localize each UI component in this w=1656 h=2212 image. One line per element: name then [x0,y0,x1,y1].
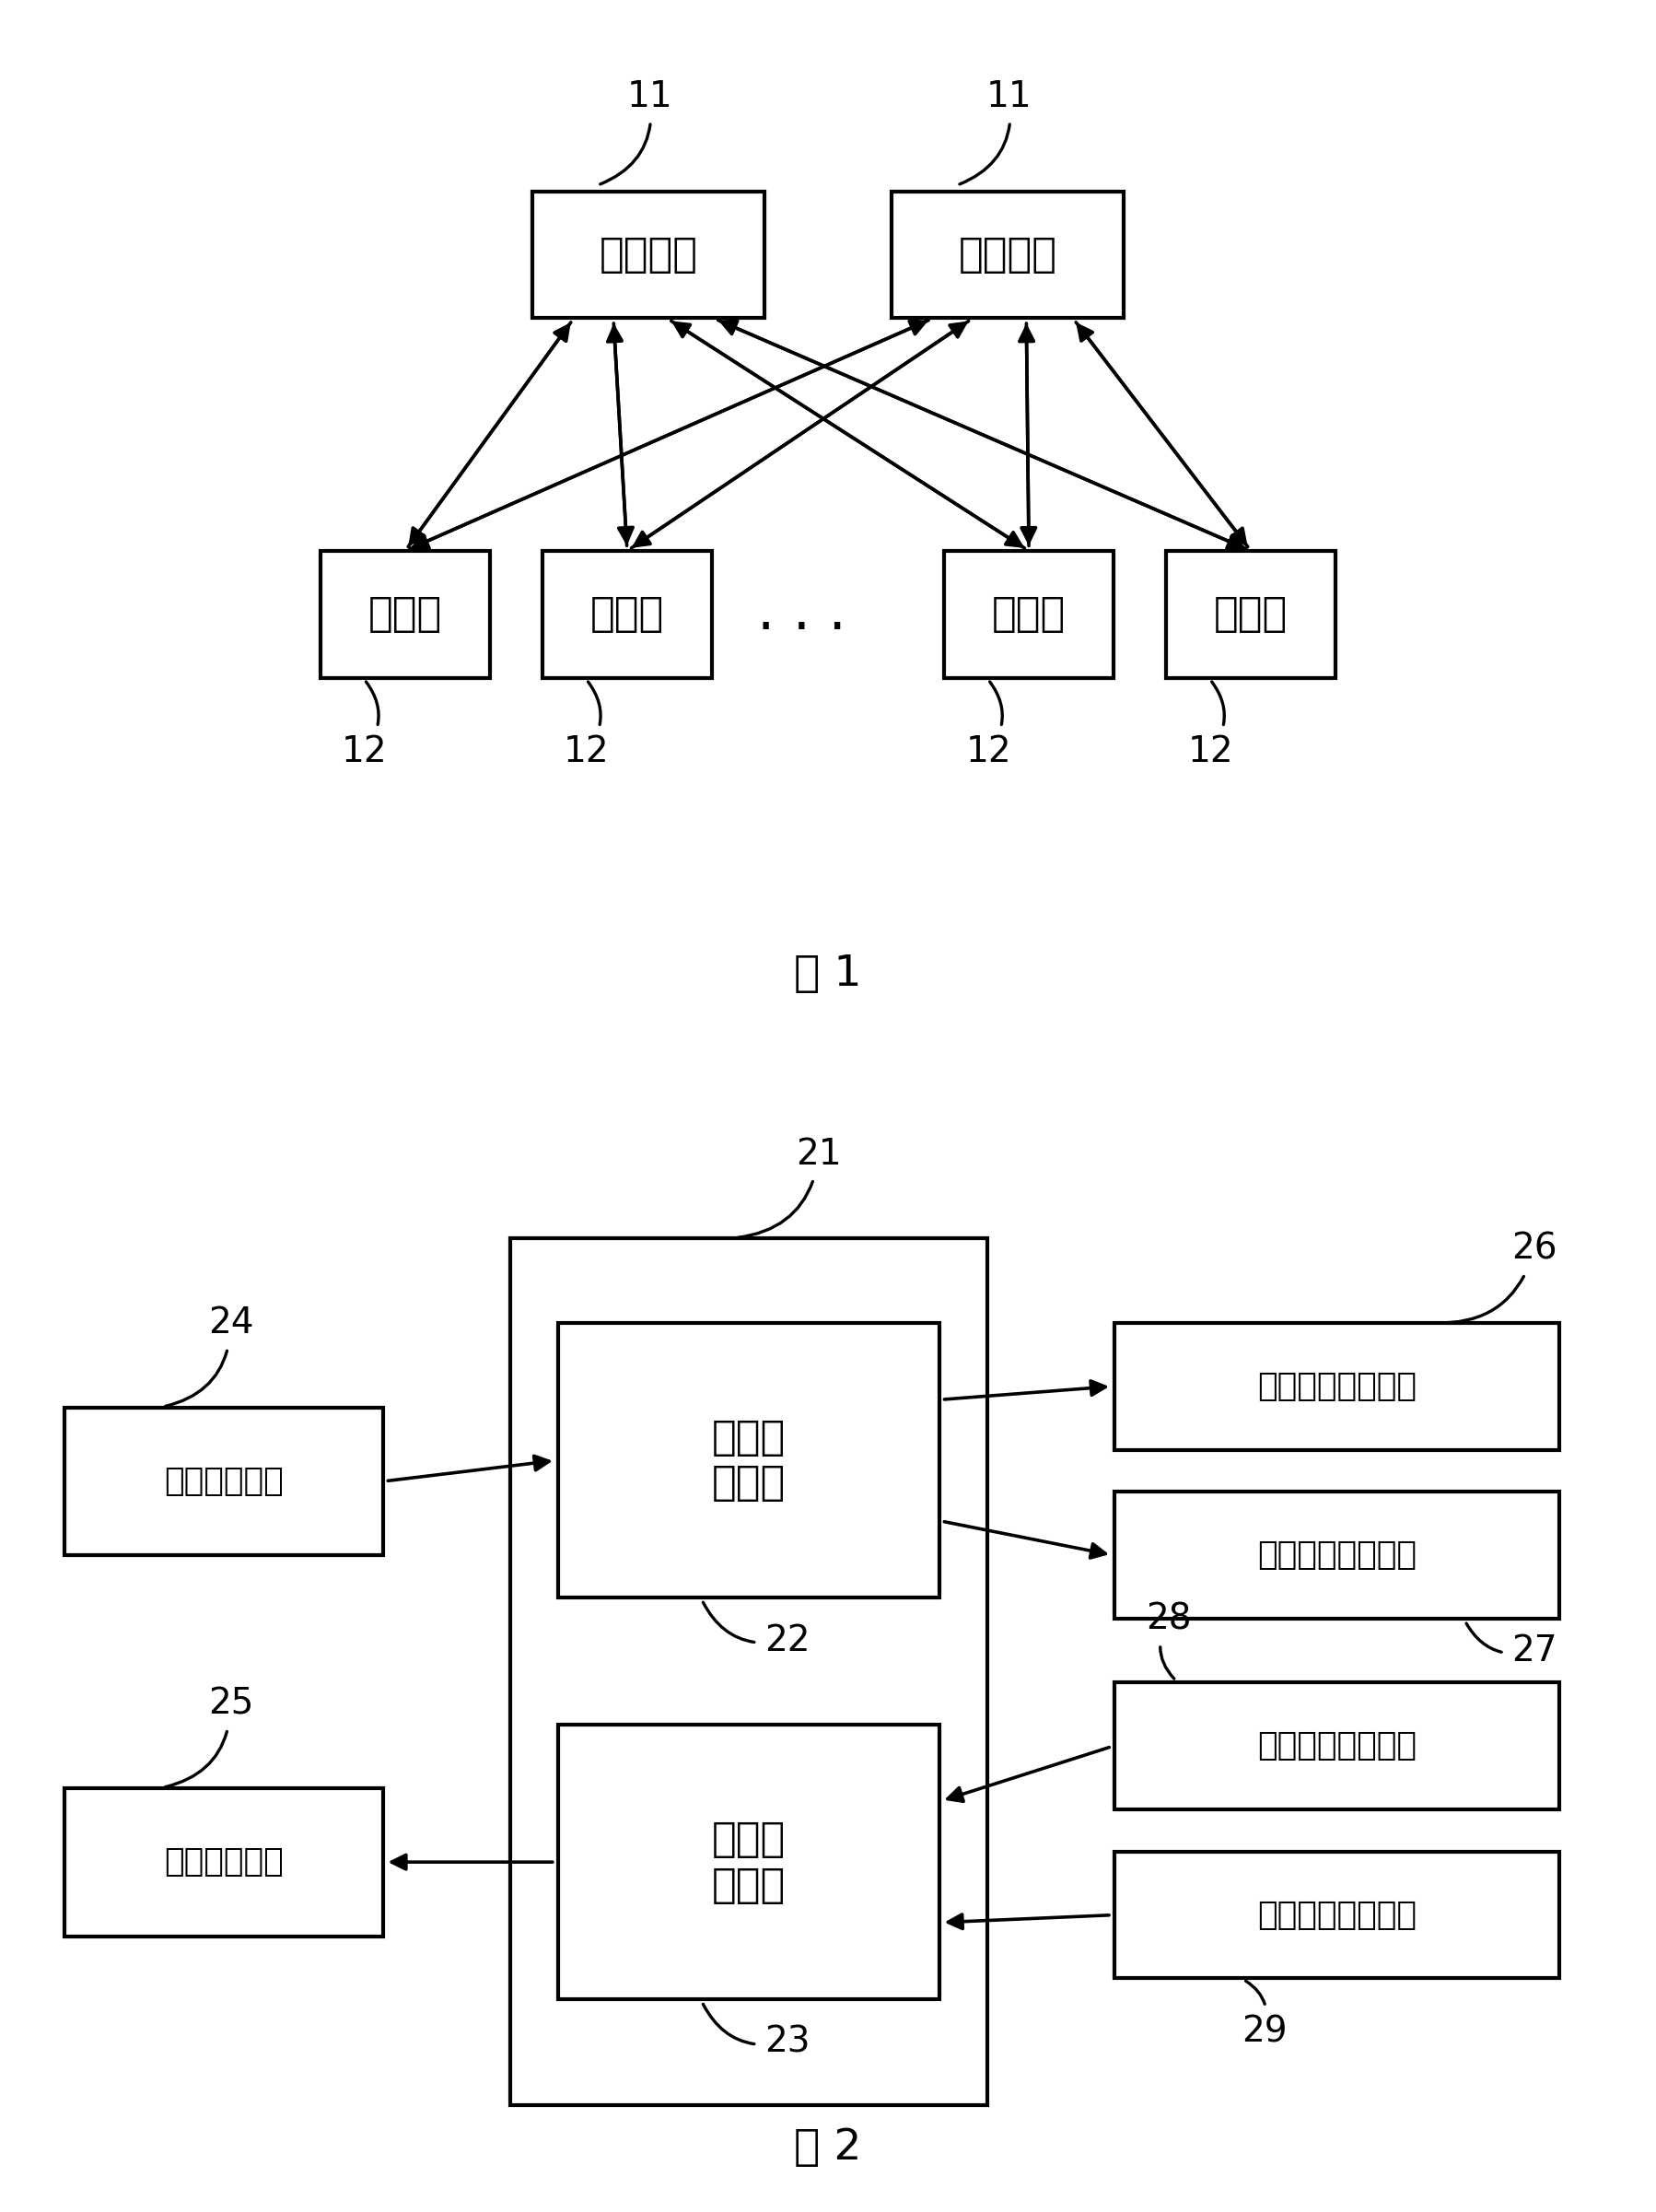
Text: 业务板: 业务板 [1214,595,1288,635]
Text: 27: 27 [1466,1624,1557,1668]
Text: 12: 12 [965,681,1012,770]
Text: 12: 12 [563,681,609,770]
Text: 内部发送接口: 内部发送接口 [164,1847,283,1878]
Bar [891,190,1124,319]
Bar [543,551,712,677]
Bar [558,1323,939,1597]
Text: 主用通道接收接口: 主用通道接收接口 [1257,1730,1416,1761]
Bar [510,1239,987,2106]
Text: 业务板: 业务板 [590,595,664,635]
Text: 23: 23 [704,2004,810,2059]
Bar [1114,1491,1560,1619]
Text: 11: 11 [599,80,672,184]
Text: 21: 21 [737,1137,841,1237]
Bar [558,1725,939,2000]
Text: 业务板: 业务板 [368,595,442,635]
Text: 业务板: 业务板 [992,595,1066,635]
Text: 11: 11 [959,80,1032,184]
Text: 12: 12 [341,681,388,770]
Bar [1166,551,1335,677]
Text: 26: 26 [1437,1232,1557,1323]
Text: 备用通道发送接口: 备用通道发送接口 [1257,1540,1416,1571]
Text: 图 1: 图 1 [795,953,861,995]
Text: 图 2: 图 2 [795,2128,861,2168]
Text: 二选一
选择器: 二选一 选择器 [712,1818,785,1905]
Text: . . .: . . . [757,586,846,641]
Bar [321,551,490,677]
Text: 25: 25 [166,1686,253,1787]
Text: 内部接收接口: 内部接收接口 [164,1467,283,1498]
Text: 12: 12 [1187,681,1234,770]
Text: 29: 29 [1242,1982,1287,2048]
Text: 主用通道发送接口: 主用通道发送接口 [1257,1371,1416,1402]
Text: 交换网板: 交换网板 [959,234,1057,274]
Bar [1114,1323,1560,1449]
Bar [532,190,765,319]
Bar [1114,1851,1560,1978]
Text: 24: 24 [166,1305,253,1407]
Text: 备用通道接收接口: 备用通道接收接口 [1257,1900,1416,1931]
Bar [1114,1683,1560,1809]
Bar [65,1787,383,1936]
Text: 一驱二
驱动器: 一驱二 驱动器 [712,1418,785,1502]
Bar [944,551,1113,677]
Text: 22: 22 [704,1601,810,1659]
Text: 28: 28 [1146,1601,1192,1679]
Bar [65,1407,383,1555]
Text: 交换网板: 交换网板 [599,234,697,274]
